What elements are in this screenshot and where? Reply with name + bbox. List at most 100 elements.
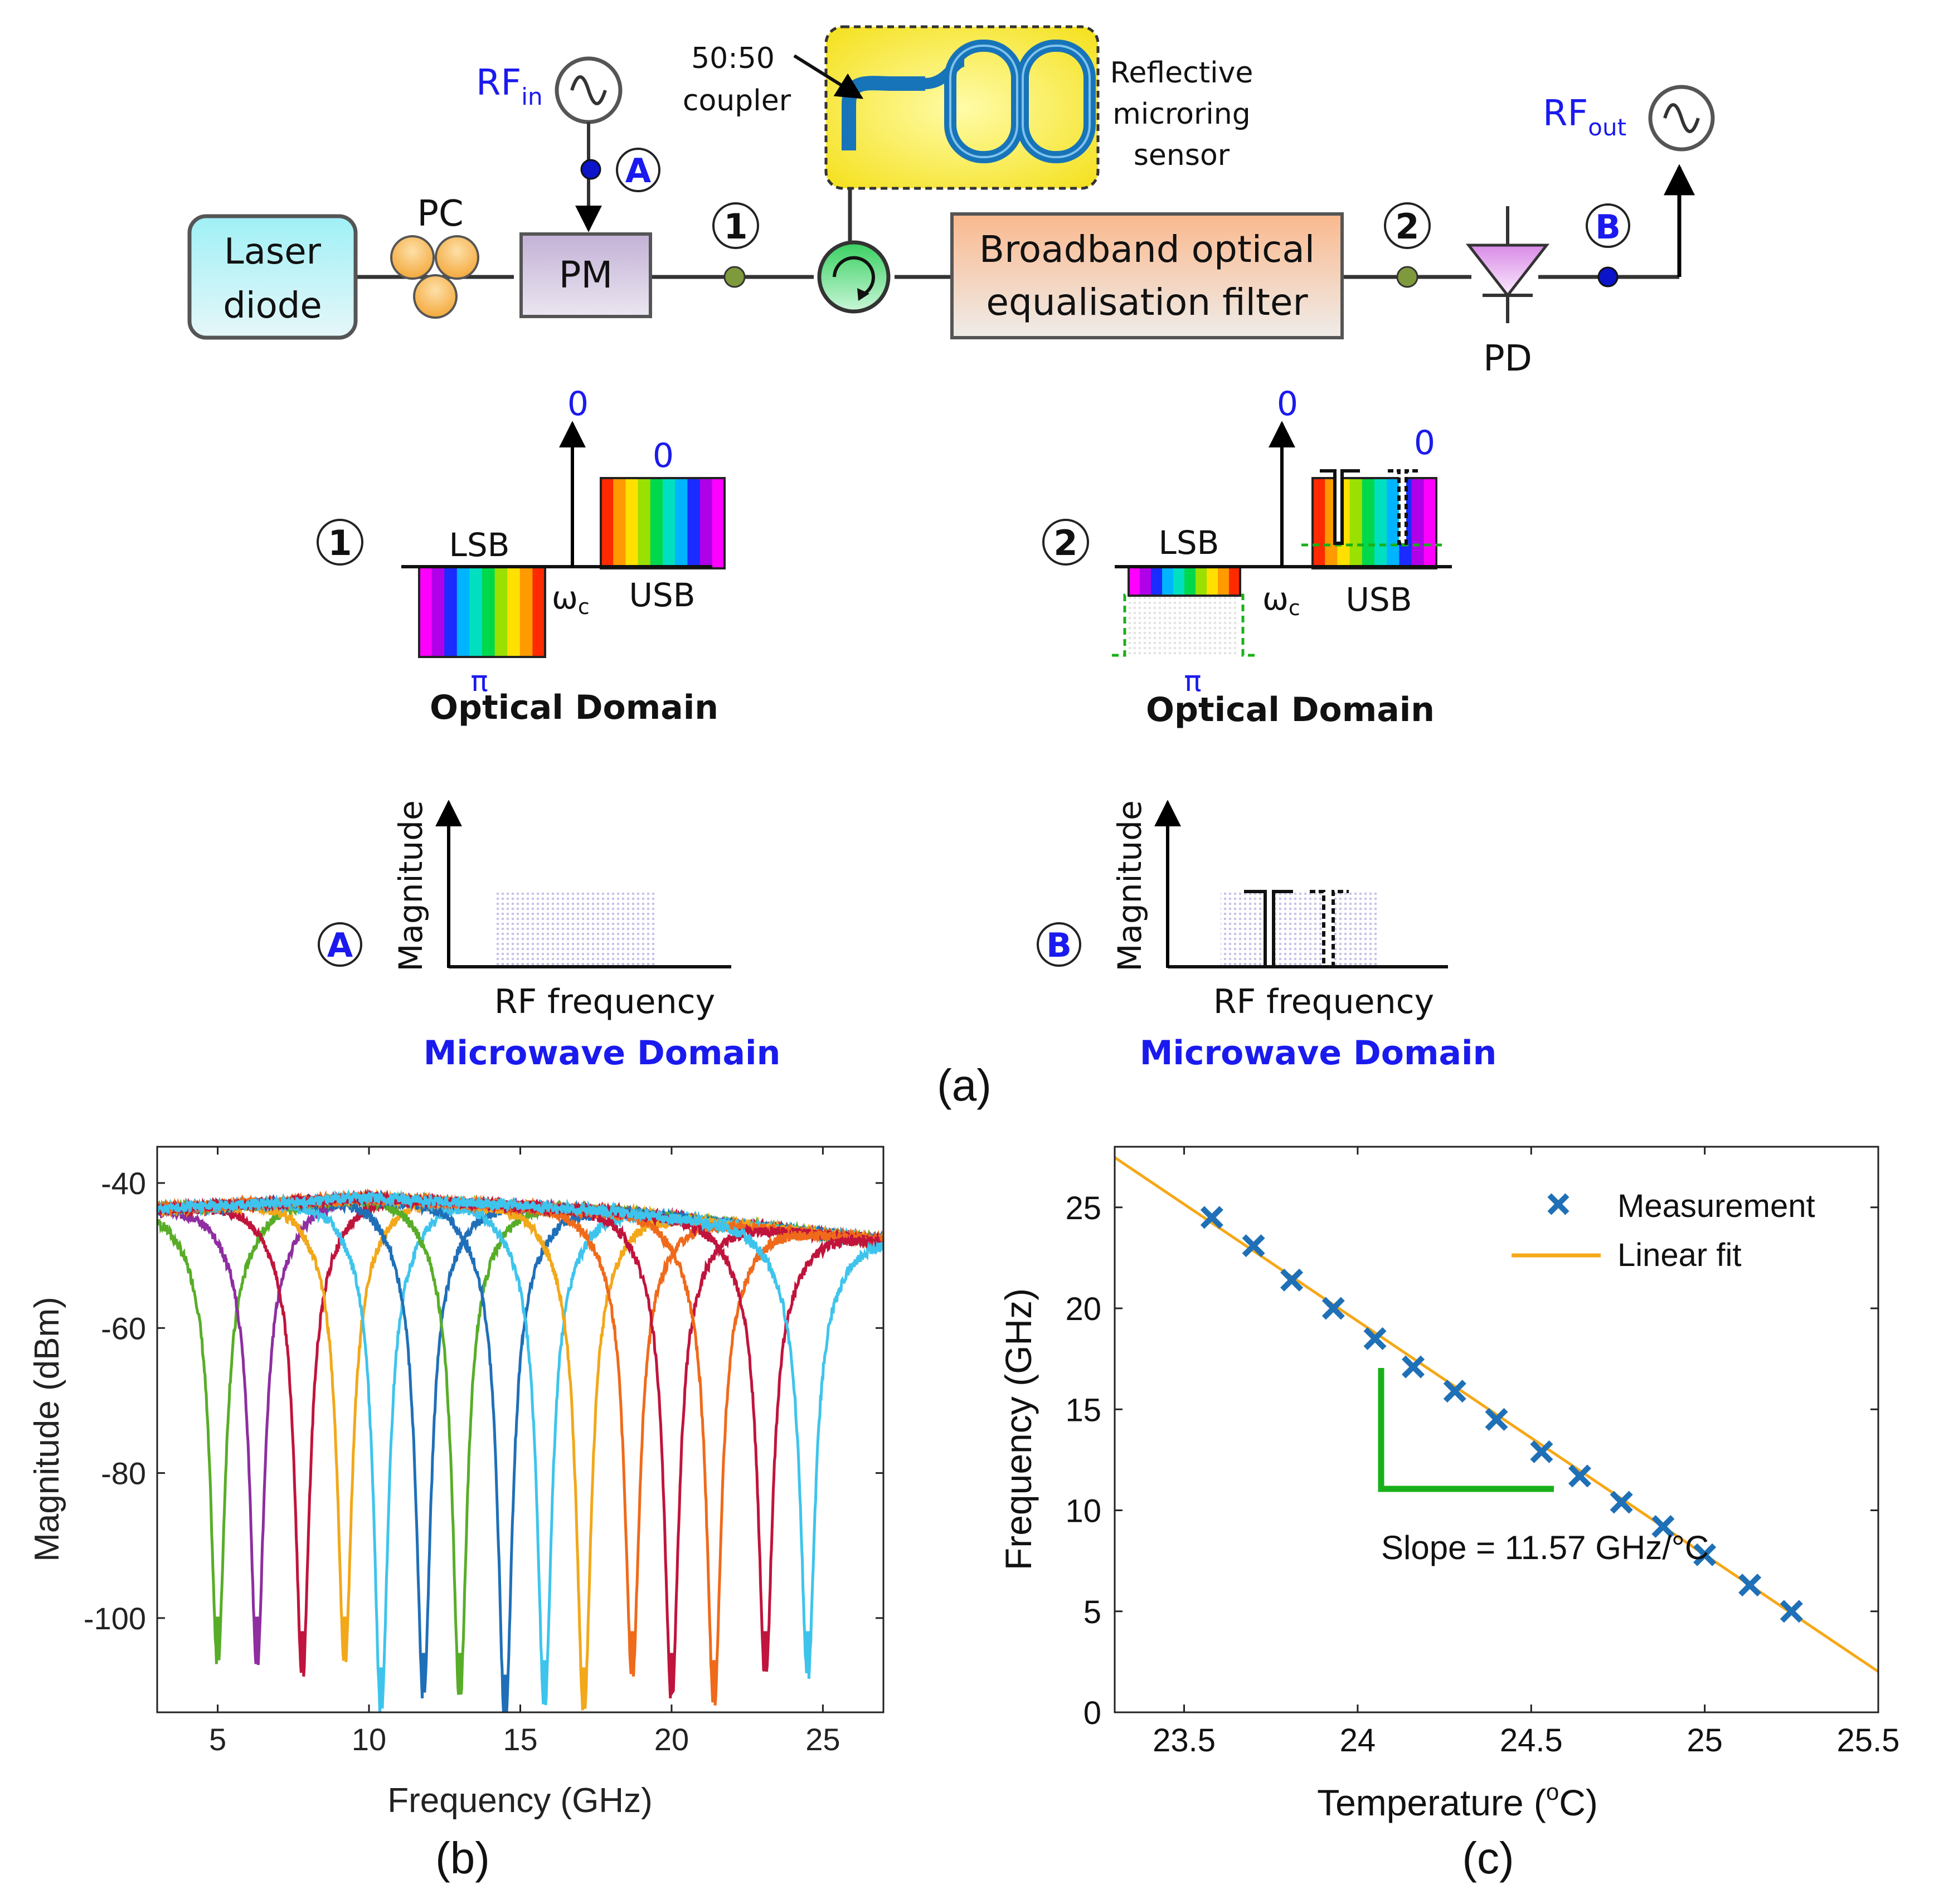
band-stripe	[1140, 567, 1151, 596]
measurement-point	[1402, 1355, 1425, 1379]
chart-b-traces	[157, 1188, 883, 1712]
usb-phase-1: 0	[653, 436, 674, 475]
y-tick-label: -60	[101, 1311, 146, 1346]
y-tick-label: 15	[1065, 1392, 1101, 1428]
x-tick-label: 25	[805, 1722, 840, 1757]
chart-c-xlabel: Temperature (oC)	[1317, 1779, 1598, 1823]
measurement-point	[1693, 1543, 1717, 1566]
rf-in-source: RFin	[476, 56, 623, 232]
node-2	[1396, 266, 1418, 288]
magnitude-label-A: Magnitude	[392, 800, 430, 971]
x-tick-label: 15	[503, 1722, 537, 1757]
x-tick-label: 24.5	[1500, 1722, 1563, 1759]
phase-modulator: PM	[519, 232, 652, 318]
marker-B-left: B	[1037, 922, 1081, 967]
band-stripe	[1423, 478, 1437, 568]
svg-text:B: B	[1046, 926, 1072, 965]
y-tick-label: -40	[101, 1166, 146, 1201]
band-stripe	[1229, 567, 1241, 596]
caption-a: (a)	[937, 1060, 992, 1110]
band-stripe	[419, 567, 433, 657]
y-tick-label: 0	[1083, 1695, 1101, 1731]
band-stripe	[444, 567, 458, 657]
lsb-band-1	[418, 566, 546, 658]
lsb-phase-2: π	[1184, 665, 1201, 698]
chart-b-ylabel: Magnitude (dBm)	[28, 1297, 66, 1562]
microring-sensor: Reflective microring sensor	[824, 25, 1253, 190]
y-tick-label: 5	[1083, 1594, 1101, 1630]
chart-c-temperature-fit: 23.5 24 24.5 25 25.5 0 5 10 15 20 25 Slope = 11.57…	[998, 1146, 1900, 1883]
chart-b-caption: (b)	[435, 1833, 490, 1883]
band-stripe	[1207, 567, 1218, 596]
measurement-point	[1738, 1574, 1762, 1597]
svg-text:coupler: coupler	[683, 84, 791, 118]
y-tick-label: -100	[84, 1601, 146, 1636]
magnitude-label-B: Magnitude	[1111, 800, 1149, 971]
x-tick-label: 25.5	[1837, 1722, 1900, 1759]
optical-domain-title-2: Optical Domain	[1146, 690, 1435, 729]
lsb-band-2	[1128, 566, 1241, 597]
chart-c-ylabel: Frequency (GHz)	[998, 1288, 1039, 1570]
band-stripe	[456, 567, 470, 657]
x-tick-label: 20	[654, 1722, 689, 1757]
marker-2-top: 2	[1384, 202, 1431, 249]
y-tick-label: 10	[1065, 1493, 1101, 1530]
chart-b-notch-spectra: 5 10 15 20 25 -40 -60 -80 -100 Magnitude (dBm) F…	[28, 1146, 885, 1883]
measurement-point	[1363, 1327, 1387, 1350]
system-diagram: Laser diode PC PM RFin A	[187, 25, 1715, 379]
marker-A-top: A	[616, 148, 660, 192]
notch-solid	[1320, 469, 1360, 545]
pd-label: PD	[1483, 338, 1532, 379]
band-stripe	[1129, 567, 1140, 596]
microwave-domain-title-B: Microwave Domain	[1140, 1034, 1497, 1073]
filter-label-2: equalisation filter	[986, 281, 1308, 324]
laser-label-1: Laser	[224, 231, 322, 272]
notch-dashed	[1388, 469, 1420, 545]
pc-paddle-2	[435, 235, 479, 280]
band-stripe	[519, 567, 533, 657]
optical-circulator	[817, 240, 891, 314]
rf-frequency-label-A: RF frequency	[494, 982, 715, 1021]
band-stripe	[613, 478, 626, 568]
chart-c-plot-area	[1115, 1147, 1878, 1712]
carrier-label-1: ωc	[552, 580, 590, 619]
x-tick-label: 25	[1687, 1722, 1723, 1759]
lsb-filter-shape	[1129, 595, 1239, 655]
band-stripe	[687, 478, 701, 568]
legend-measurement-marker	[1547, 1193, 1569, 1215]
trace-line	[157, 1189, 883, 1679]
lsb-label-2: LSB	[1159, 524, 1219, 562]
marker-2-left: 2	[1042, 519, 1089, 566]
usb-phase-2: 0	[1414, 423, 1435, 462]
marker-B-top: B	[1586, 203, 1630, 248]
carrier-label-2: ωc	[1262, 581, 1300, 620]
chart-c-caption: (c)	[1462, 1833, 1514, 1883]
band-stripe	[1362, 478, 1375, 568]
band-stripe	[1151, 567, 1163, 596]
node-A	[580, 159, 601, 180]
polarization-controller: PC	[390, 193, 479, 319]
pc-paddle-3	[413, 274, 458, 319]
sine-icon	[570, 75, 607, 105]
band-stripe	[1313, 478, 1325, 568]
chart-b-xlabel: Frequency (GHz)	[387, 1781, 652, 1820]
legend-fit: Linear fit	[1617, 1237, 1741, 1273]
microwave-domain-title-A: Microwave Domain	[424, 1034, 781, 1073]
optical-spectrum-1: 1 0 0 LSB USB ωc π Optical Domain	[317, 384, 726, 727]
measurement-point	[1280, 1268, 1304, 1292]
slope-annotation: Slope = 11.57 GHz/°C	[1381, 1529, 1709, 1566]
microwave-spectrum-B: B Magnitude RF frequency Microwave Domai…	[1037, 800, 1497, 1073]
carrier-phase-2: 0	[1277, 384, 1298, 423]
band-stripe	[1349, 478, 1363, 568]
usb-band-1	[600, 477, 726, 569]
y-tick-label: 20	[1065, 1291, 1101, 1327]
band-stripe	[1162, 567, 1174, 596]
node-1	[723, 266, 746, 288]
band-stripe	[469, 567, 483, 657]
chart-c-measurements	[1200, 1206, 1803, 1623]
band-stripe	[532, 567, 546, 657]
band-stripe	[625, 478, 639, 568]
band-stripe	[431, 567, 445, 657]
measurement-point	[1780, 1600, 1803, 1623]
x-tick-label: 24	[1340, 1722, 1376, 1759]
